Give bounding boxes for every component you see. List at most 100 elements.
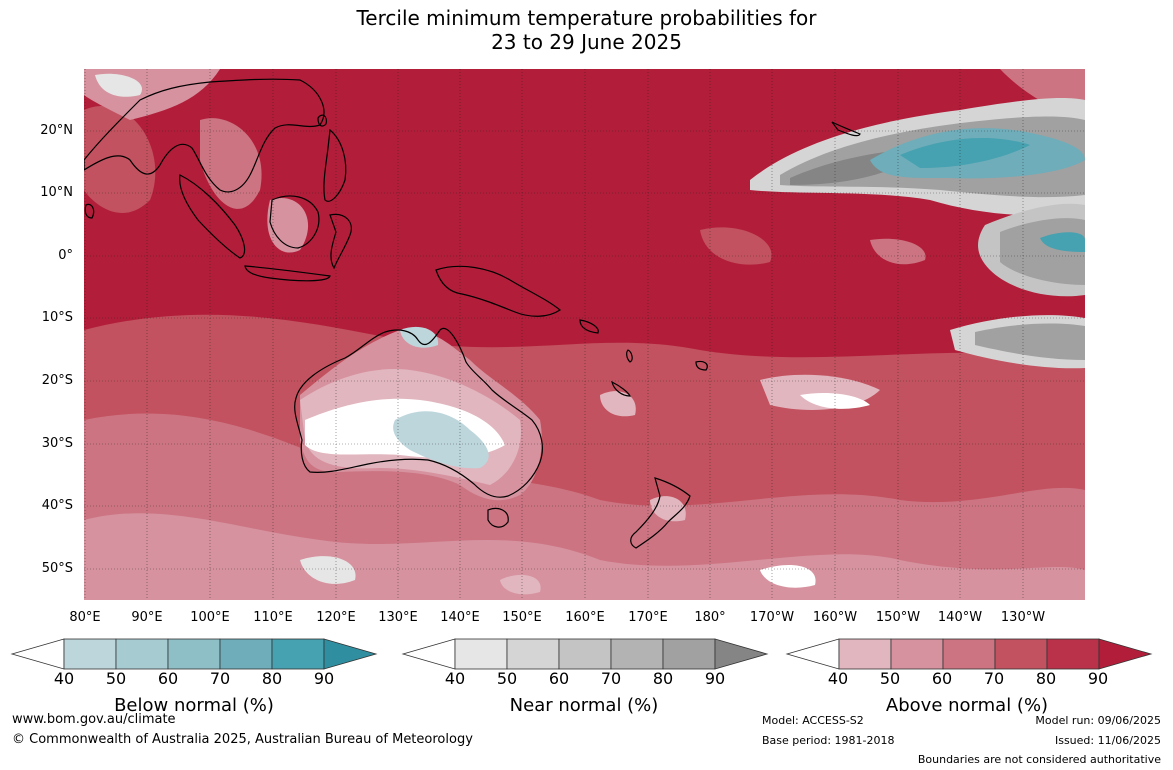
colorbar-above-title: Above normal (%) — [885, 695, 1049, 716]
lon-label-120e: 120°E — [316, 610, 356, 625]
new-zealand-outline — [630, 477, 691, 549]
colorbar-extend-low — [785, 638, 840, 670]
solomons-outline — [579, 319, 599, 334]
tasmania-outline — [487, 507, 509, 528]
colorbar-swatch — [271, 638, 325, 670]
colorbar-swatch — [506, 638, 560, 670]
colorbar-near-tick-70: 70 — [600, 669, 622, 688]
lon-label-130e: 130°E — [378, 610, 418, 625]
colorbar-near-tick-50: 50 — [496, 669, 518, 688]
colorbar-swatch — [63, 638, 117, 670]
colorbar-extend-low — [401, 638, 456, 670]
colorbar-above-tick-40: 40 — [827, 669, 849, 688]
boundaries-disclaimer: Boundaries are not considered authoritat… — [917, 753, 1161, 766]
map-title-line-2: 23 to 29 June 2025 — [491, 30, 682, 54]
colorbar-below-normal-swatches — [10, 638, 378, 670]
colorbar-below-tick-90: 90 — [313, 669, 335, 688]
lon-label-150w: 150°W — [875, 610, 921, 625]
colorbar-below-tick-80: 80 — [261, 669, 283, 688]
new-guinea-outline — [435, 265, 562, 317]
map-title: Tercile minimum temperature probabilitie… — [0, 6, 1173, 54]
colorbar-swatch — [838, 638, 892, 670]
colorbar-swatch — [662, 638, 716, 670]
model-text: Model: ACCESS-S2 — [762, 714, 864, 727]
website-link[interactable]: www.bom.gov.au/climate — [12, 712, 176, 727]
lat-label-20s: 20°S — [41, 373, 73, 388]
colorbar-above-tick-60: 60 — [931, 669, 953, 688]
colorbar-extend-low — [10, 638, 65, 670]
colorbar-swatch — [558, 638, 612, 670]
borneo-outline — [269, 195, 320, 249]
colorbar-extend-high — [1098, 638, 1153, 670]
map-gridlines — [84, 69, 1085, 600]
lat-label-30s: 30°S — [41, 436, 73, 451]
lon-label-140w: 140°W — [937, 610, 983, 625]
colorbar-swatch — [942, 638, 996, 670]
lon-label-160e: 160°E — [565, 610, 605, 625]
lon-label-180: 180° — [694, 610, 726, 625]
colorbar-swatch — [610, 638, 664, 670]
colorbar-above-normal-swatches — [785, 638, 1153, 670]
colorbar-near-tick-90: 90 — [704, 669, 726, 688]
colorbar-swatch — [890, 638, 944, 670]
lat-label-0: 0° — [58, 248, 73, 263]
model-run-text: Model run: 09/06/2025 — [1035, 714, 1161, 727]
asia-mainland-outline — [84, 78, 325, 193]
lon-label-130w: 130°W — [1000, 610, 1046, 625]
colorbar-swatch — [994, 638, 1048, 670]
lat-label-10s: 10°S — [41, 310, 73, 325]
colorbar-below-tick-40: 40 — [53, 669, 75, 688]
philippines-outline — [323, 128, 347, 202]
colorbar-above-tick-70: 70 — [983, 669, 1005, 688]
lat-label-50s: 50°S — [41, 561, 73, 576]
lon-label-160w: 160°W — [812, 610, 858, 625]
colorbar-below-title: Below normal (%) — [114, 695, 274, 716]
colorbar-near-tick-80: 80 — [652, 669, 674, 688]
colorbar-above-tick-80: 80 — [1035, 669, 1057, 688]
fiji-outline — [695, 360, 708, 371]
colorbar-above-normal — [785, 638, 1153, 670]
lon-label-100e: 100°E — [190, 610, 230, 625]
australia-outline — [294, 327, 543, 498]
colorbar-near-tick-40: 40 — [444, 669, 466, 688]
lon-label-110e: 110°E — [253, 610, 293, 625]
lon-label-170e: 170°E — [628, 610, 668, 625]
colorbar-swatch — [115, 638, 169, 670]
colorbar-swatch — [167, 638, 221, 670]
colorbar-near-normal — [401, 638, 769, 670]
sulawesi-outline — [329, 213, 352, 270]
colorbar-above-tick-90: 90 — [1087, 669, 1109, 688]
coastlines — [84, 78, 861, 549]
sumatra-outline — [179, 174, 246, 259]
colorbar-below-tick-60: 60 — [157, 669, 179, 688]
lat-label-40s: 40°S — [41, 498, 73, 513]
taiwan-outline — [317, 114, 327, 127]
hawaii-outline — [831, 121, 861, 137]
colorbar-swatch — [454, 638, 508, 670]
copyright-text: © Commonwealth of Australia 2025, Austra… — [12, 732, 473, 747]
colorbar-below-normal — [10, 638, 378, 670]
new-caledonia-outline — [611, 380, 631, 397]
colorbar-near-normal-swatches — [401, 638, 769, 670]
lon-label-90e: 90°E — [131, 610, 163, 625]
java-outline — [244, 265, 331, 282]
base-period-text: Base period: 1981-2018 — [762, 734, 895, 747]
map-title-line-1: Tercile minimum temperature probabilitie… — [356, 6, 817, 30]
lat-label-20n: 20°N — [40, 123, 73, 138]
colorbar-extend-high — [714, 638, 769, 670]
colorbar-below-tick-70: 70 — [209, 669, 231, 688]
vanuatu-outline — [626, 349, 633, 363]
colorbar-swatch — [1046, 638, 1100, 670]
colorbar-extend-high — [323, 638, 378, 670]
colorbar-swatch — [219, 638, 273, 670]
lon-label-150e: 150°E — [502, 610, 542, 625]
issued-text: Issued: 11/06/2025 — [1054, 734, 1161, 747]
lon-label-140e: 140°E — [440, 610, 480, 625]
colorbar-near-title: Near normal (%) — [509, 695, 659, 716]
colorbar-near-tick-60: 60 — [548, 669, 570, 688]
sri-lanka-outline — [84, 203, 95, 219]
colorbar-above-tick-50: 50 — [879, 669, 901, 688]
lon-label-80e: 80°E — [69, 610, 101, 625]
lat-label-10n: 10°N — [40, 185, 73, 200]
